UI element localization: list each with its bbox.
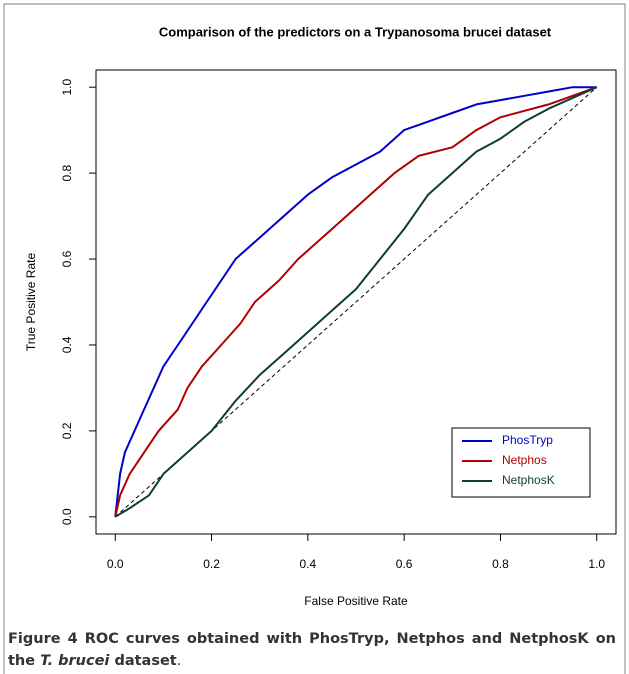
caption-text: ROC curves obtained with PhosTryp, Netph… bbox=[8, 631, 616, 669]
legend-label: Netphos bbox=[502, 453, 547, 467]
caption-end: . bbox=[176, 653, 182, 669]
y-tick-label: 0.8 bbox=[60, 164, 74, 181]
caption-tail: dataset bbox=[109, 653, 177, 669]
series-line bbox=[114, 86, 598, 518]
frame bbox=[3, 3, 626, 674]
y-tick-label: 0.0 bbox=[60, 508, 74, 525]
y-axis-label: True Positive Rate bbox=[24, 253, 38, 352]
y-tick-label: 1.0 bbox=[60, 79, 74, 96]
x-tick-label: 0.0 bbox=[107, 557, 124, 571]
caption-italic: T. brucei bbox=[40, 653, 110, 669]
x-axis-label: False Positive Rate bbox=[304, 594, 408, 608]
figure-caption: Figure 4 ROC curves obtained with PhosTr… bbox=[8, 628, 616, 672]
x-tick-label: 1.0 bbox=[588, 557, 605, 571]
x-tick-label: 0.6 bbox=[396, 557, 413, 571]
series-line bbox=[114, 86, 597, 517]
caption-label: Figure 4 bbox=[8, 631, 78, 647]
y-tick-label: 0.6 bbox=[60, 250, 74, 267]
plot-box bbox=[95, 69, 617, 535]
y-tick-label: 0.4 bbox=[60, 336, 74, 353]
x-tick-label: 0.2 bbox=[203, 557, 220, 571]
legend-box bbox=[451, 427, 591, 498]
x-tick-label: 0.8 bbox=[492, 557, 509, 571]
legend-label: NetphosK bbox=[502, 473, 555, 487]
chart-title: Comparison of the predictors on a Trypan… bbox=[159, 24, 552, 39]
x-tick-label: 0.4 bbox=[300, 557, 317, 571]
y-tick-label: 0.2 bbox=[60, 422, 74, 439]
series-line bbox=[114, 86, 598, 518]
legend-label: PhosTryp bbox=[502, 433, 553, 447]
